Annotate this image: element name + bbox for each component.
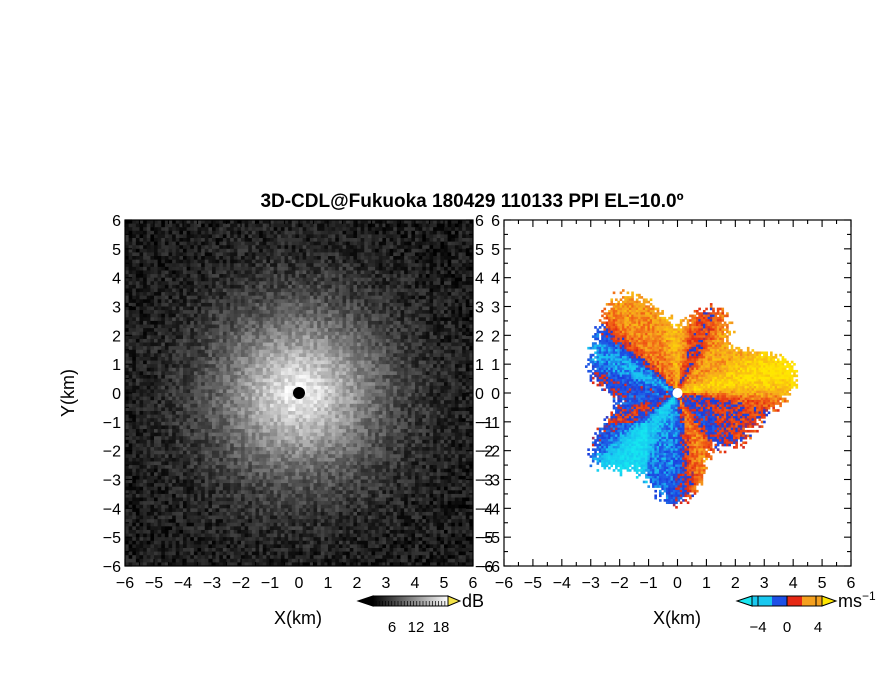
right-y-tick-label: −2 xyxy=(482,444,500,461)
left-y2-tick-label: 3 xyxy=(475,300,484,317)
left-y-tick-label: 6 xyxy=(112,213,121,230)
left-y2-tick-label: −2 xyxy=(475,444,493,461)
cb-tick-4: 4 xyxy=(814,619,822,636)
left-x-tick-label: −3 xyxy=(203,575,221,592)
left-x-tick-label: −2 xyxy=(232,575,250,592)
left-x-tick-label: 3 xyxy=(382,575,391,592)
left-y-tick-label: −6 xyxy=(103,559,121,576)
left-y-tick-label: 4 xyxy=(112,271,121,288)
cb-tick-neg4: −4 xyxy=(749,619,766,636)
colorbar-unit-base: ms xyxy=(838,591,862,611)
colorbar-unit-ms: ms−1 xyxy=(838,589,876,611)
right-x-tick-label: 5 xyxy=(818,575,827,592)
right-x-tick-label: 0 xyxy=(673,575,682,592)
right-x-tick-label: −3 xyxy=(582,575,600,592)
right-y-tick-label: 4 xyxy=(491,271,500,288)
left-y-tick-label: 3 xyxy=(112,300,121,317)
radar-site-gap xyxy=(672,388,683,398)
reflectivity-panel: −6 −5 −4 −3 −2 −1 0 1 2 3 4 5 6−6 −6−5 −5−4 −4−3 −3−2 −2−… xyxy=(103,213,494,592)
left-x-tick-label: −4 xyxy=(174,575,192,592)
left-y-tick-label: 0 xyxy=(112,386,121,403)
right-y-tick-label: −5 xyxy=(482,530,500,547)
right-x-tick-label: −1 xyxy=(639,575,657,592)
right-y-tick-label: 5 xyxy=(491,242,500,259)
left-x-tick-label: −1 xyxy=(261,575,279,592)
left-y2-tick-label: −4 xyxy=(475,501,493,518)
left-x-tick-label: −6 xyxy=(116,575,134,592)
left-x-tick-label: 1 xyxy=(324,575,333,592)
right-y-tick-label: 1 xyxy=(491,357,500,374)
left-y2-tick-label: −5 xyxy=(475,530,493,547)
left-y2-tick-label: 2 xyxy=(475,328,484,345)
left-y-tick-label: −5 xyxy=(103,530,121,547)
left-y2-tick-label: 1 xyxy=(475,357,484,374)
reflectivity-axes: −6 −5 −4 −3 −2 −1 0 1 2 3 4 5 6−6 −6−5 −5−4 −4−3 −3−2 −2−… xyxy=(103,213,494,592)
colorbar-unit-db: dB xyxy=(462,591,484,611)
right-y-tick-label: 6 xyxy=(491,213,500,230)
left-y2-tick-label: −1 xyxy=(475,415,493,432)
chart-title: 3D-CDL@Fukuoka 180429 110133 PPI EL=10.0… xyxy=(260,191,683,212)
right-x-tick-label: 1 xyxy=(702,575,711,592)
left-y-tick-label: 1 xyxy=(112,357,121,374)
velocity-panel: −6 −5 −4 −3 −2 −1 0 1 2 3 4 5 6 −6 −5 −4 −3 −2 −1 0 1 2 3 4 5 6 xyxy=(482,213,856,592)
right-x-tick-label: 2 xyxy=(731,575,740,592)
left-y-tick-label: −4 xyxy=(103,501,121,518)
left-y2-tick-label: −3 xyxy=(475,473,493,490)
left-x-tick-label: 4 xyxy=(411,575,420,592)
right-y-tick-label: −1 xyxy=(482,415,500,432)
right-y-tick-label: −3 xyxy=(482,473,500,490)
left-y2-tick-label: 6 xyxy=(475,213,484,230)
right-x-tick-label: −2 xyxy=(611,575,629,592)
right-x-tick-label: 3 xyxy=(760,575,769,592)
colorbar-seg-orange xyxy=(802,596,822,606)
left-x-axis-label: X(km) xyxy=(274,608,322,628)
right-y-tick-label: 3 xyxy=(491,300,500,317)
cb-tick-12: 12 xyxy=(408,619,425,636)
right-y-tick-label: 0 xyxy=(491,386,500,403)
colorbar-left-triangle-cyan xyxy=(735,595,753,607)
left-y-tick-label: 5 xyxy=(112,242,121,259)
left-y-tick-label: 2 xyxy=(112,328,121,345)
left-y-tick-label: −2 xyxy=(103,444,121,461)
right-y-tick-label: −6 xyxy=(482,559,500,576)
left-y2-tick-label: 0 xyxy=(475,386,484,403)
y-axis-label: Y(km) xyxy=(58,369,78,417)
left-x-tick-label: 5 xyxy=(440,575,449,592)
left-y2-tick-label: −6 xyxy=(475,559,493,576)
left-x-tick-label: 0 xyxy=(295,575,304,592)
left-y-tick-label: −3 xyxy=(103,473,121,490)
left-y2-tick-label: 4 xyxy=(475,271,484,288)
left-x-tick-label: 6 xyxy=(469,575,478,592)
colorbar-minor-ticks xyxy=(372,601,449,606)
right-x-tick-label: −5 xyxy=(524,575,542,592)
velocity-image xyxy=(584,289,799,509)
left-y-tick-label: −1 xyxy=(103,415,121,432)
reflectivity-colorbar: dB 6 12 18 xyxy=(356,591,484,636)
left-y2-tick-label: 5 xyxy=(475,242,484,259)
colorbar-right-triangle xyxy=(447,595,462,607)
colorbar-seg-red xyxy=(787,596,802,606)
left-x-tick-label: −5 xyxy=(145,575,163,592)
colorbar-left-triangle xyxy=(356,595,374,607)
right-x-tick-label: 4 xyxy=(789,575,798,592)
velocity-colorbar: ms−1 −4 0 4 xyxy=(735,589,876,636)
right-y-tick-label: −4 xyxy=(482,501,500,518)
colorbar-unit-sup: −1 xyxy=(862,589,876,603)
colorbar-seg-blue xyxy=(772,596,787,606)
cb-tick-6: 6 xyxy=(388,619,396,636)
colorbar-seg-cyan xyxy=(752,596,772,606)
cb-tick-0: 0 xyxy=(783,619,791,636)
reflectivity-image xyxy=(125,220,473,566)
right-x-tick-label: −6 xyxy=(495,575,513,592)
cb-tick-18: 18 xyxy=(433,619,450,636)
right-x-axis-label: X(km) xyxy=(653,608,701,628)
left-x-tick-label: 2 xyxy=(353,575,362,592)
right-y-tick-label: 2 xyxy=(491,328,500,345)
colorbar-right-triangle-yellow xyxy=(821,595,838,607)
right-x-tick-label: 6 xyxy=(847,575,856,592)
radar-site-marker xyxy=(293,387,305,399)
velocity-axes: −6 −5 −4 −3 −2 −1 0 1 2 3 4 5 6 −6 −5 −4 −3 −2 −1 0 1 2 3 4 5 6 xyxy=(482,213,856,592)
right-x-tick-label: −4 xyxy=(553,575,571,592)
